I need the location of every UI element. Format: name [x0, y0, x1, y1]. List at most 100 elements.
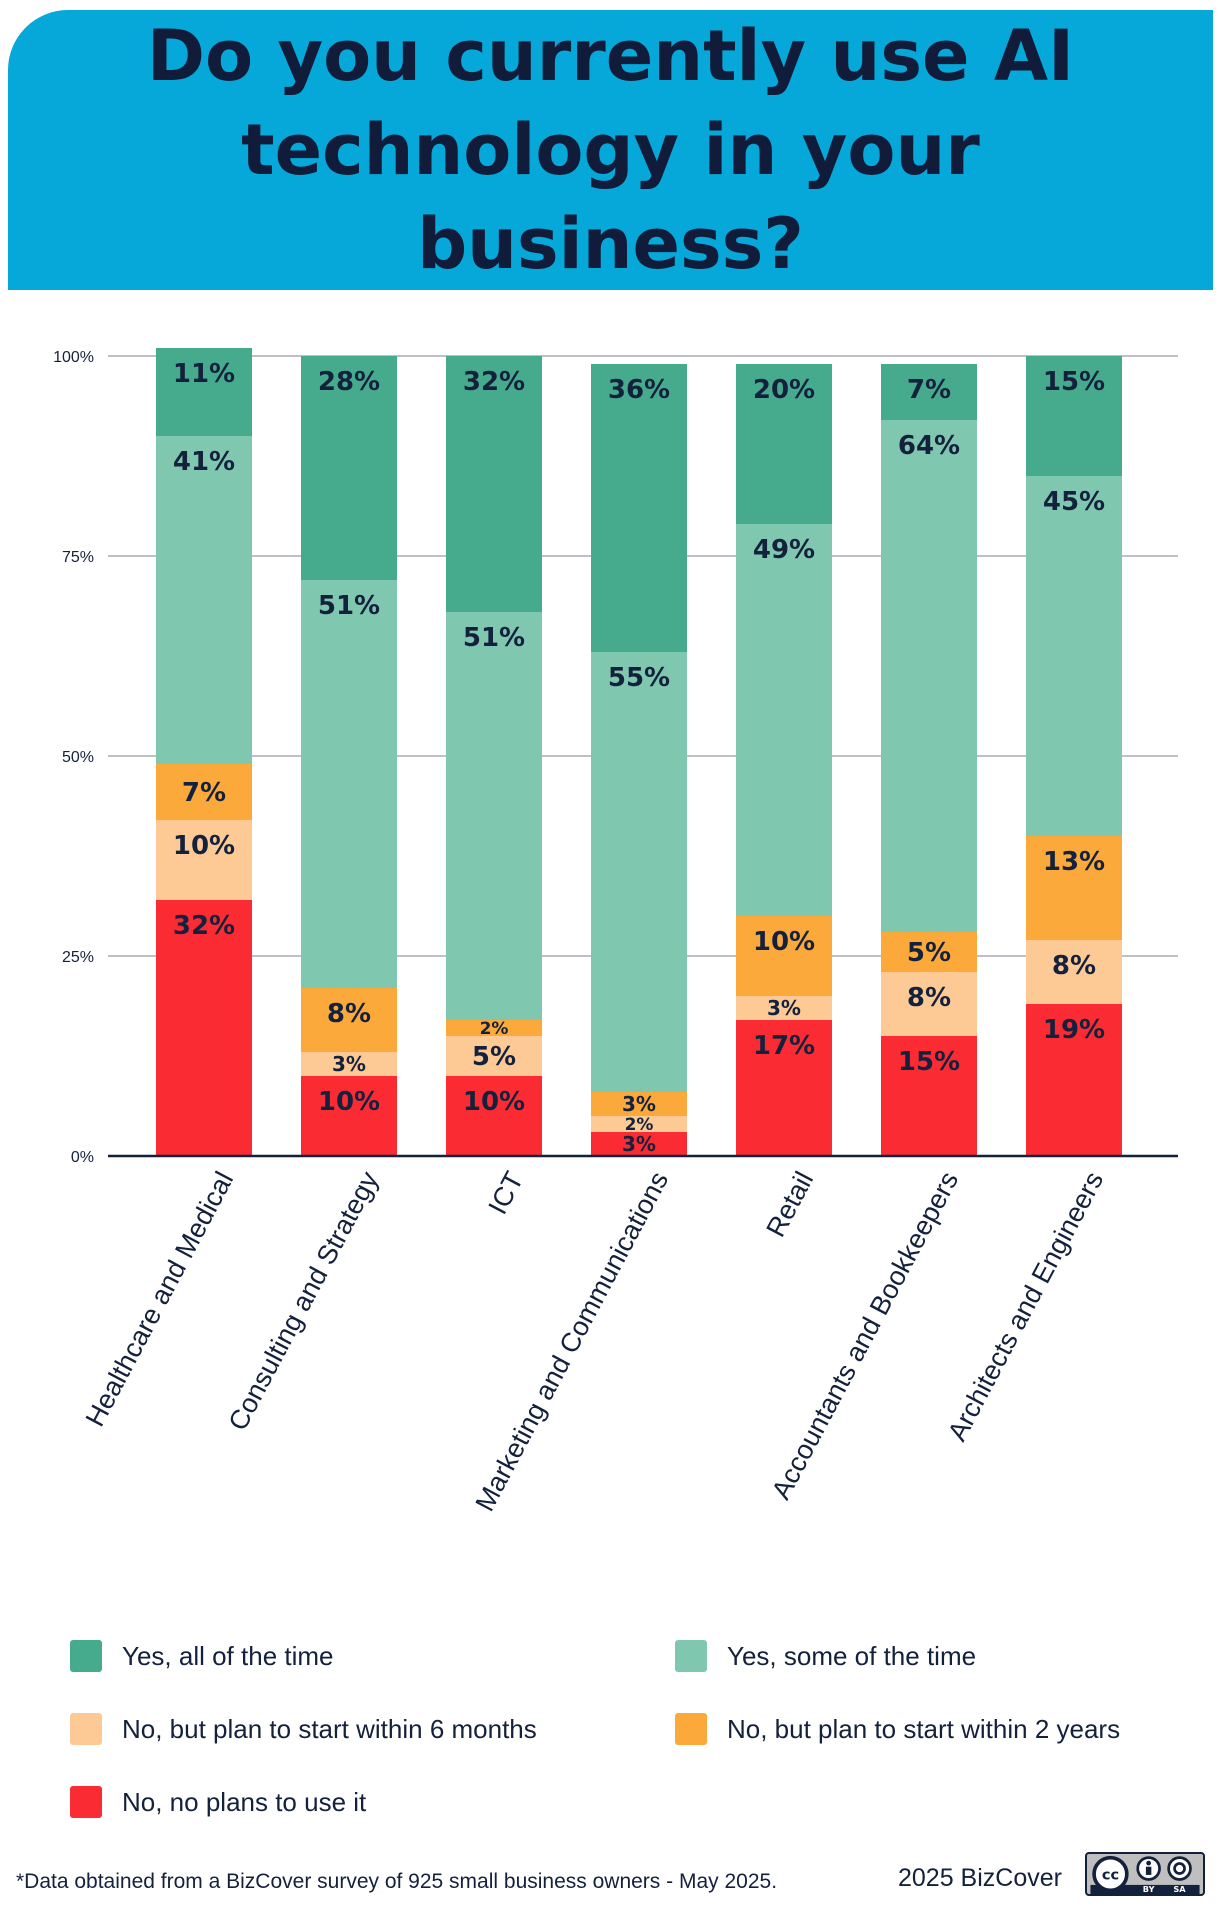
bar-segment: [446, 356, 542, 612]
bar-segment: [1026, 1004, 1122, 1156]
data-label: 15%: [898, 1047, 960, 1077]
x-category-label: Consulting and Strategy: [223, 1166, 385, 1435]
bar-segment: [591, 1132, 687, 1156]
bar-segment: [591, 652, 687, 1092]
data-label: 8%: [327, 999, 371, 1029]
legend-label-yes-all: Yes, all of the time: [122, 1640, 334, 1671]
data-label: 8%: [907, 983, 951, 1013]
legend-swatch-plan-2y: [675, 1713, 707, 1745]
bar-segment: [301, 988, 397, 1052]
bar-segment: [736, 364, 832, 524]
y-tick-label: 0%: [71, 1149, 94, 1166]
bar-segment: [156, 900, 252, 1156]
bar-segment: [591, 1092, 687, 1116]
data-label: 8%: [1052, 951, 1096, 981]
data-label: 13%: [1043, 847, 1105, 877]
by-attribution-icon: [1136, 1856, 1161, 1881]
data-label: 49%: [753, 535, 815, 565]
legend-label-plan-6m: No, but plan to start within 6 months: [122, 1713, 537, 1744]
y-tick-label: 25%: [62, 949, 94, 966]
data-label: 32%: [463, 367, 525, 397]
bar-segment: [881, 420, 977, 932]
footnote: *Data obtained from a BizCover survey of…: [16, 1870, 778, 1893]
legend-label-no-plans: No, no plans to use it: [122, 1786, 367, 1817]
bar-segment: [446, 612, 542, 1020]
bar-segment: [301, 356, 397, 580]
legend-item-plan-6m: No, but plan to start within 6 months: [70, 1713, 537, 1745]
bar-segment: [1026, 940, 1122, 1004]
legend-label-yes-some: Yes, some of the time: [727, 1640, 977, 1671]
svg-text:cc: cc: [1102, 1867, 1119, 1883]
bar-segment: [446, 1036, 542, 1076]
data-label: 7%: [907, 375, 951, 405]
data-label: 11%: [173, 359, 235, 389]
legend-item-yes-some: Yes, some of the time: [675, 1640, 976, 1672]
data-label: 64%: [898, 431, 960, 461]
bar-segment: [736, 524, 832, 916]
bar-segment: [156, 764, 252, 820]
data-label: 3%: [622, 1132, 656, 1156]
bar-segment: [1026, 836, 1122, 940]
legend-swatch-yes-some: [675, 1640, 707, 1672]
bar-segment: [736, 916, 832, 996]
bar-segment: [301, 580, 397, 988]
data-label: 3%: [767, 996, 801, 1020]
y-tick-label: 75%: [62, 549, 94, 566]
data-label: 2%: [480, 1019, 509, 1039]
data-label: 55%: [608, 663, 670, 693]
data-label: 36%: [608, 375, 670, 405]
bar-segment: [156, 820, 252, 900]
x-category-label: ICT: [482, 1167, 529, 1219]
bar-segment: [881, 364, 977, 420]
data-label: 19%: [1043, 1015, 1105, 1045]
chart-title: Do you currently use AI technology in yo…: [146, 15, 1075, 285]
legend-label-plan-2y: No, but plan to start within 2 years: [727, 1713, 1121, 1744]
x-category-label: Retail: [760, 1167, 819, 1242]
data-label: 28%: [318, 367, 380, 397]
data-label: 17%: [753, 1031, 815, 1061]
bar-segment: [1026, 476, 1122, 836]
data-label: 20%: [753, 375, 815, 405]
x-category-label: Healthcare and Medical: [80, 1167, 240, 1432]
cc-license-icon: cc BY SA: [1085, 1852, 1205, 1896]
data-label: 3%: [332, 1052, 366, 1076]
x-category-label: Architects and Engineers: [942, 1167, 1109, 1446]
data-label: 32%: [173, 911, 235, 941]
cc-logo-icon: cc: [1092, 1855, 1129, 1893]
data-label: 2%: [625, 1115, 654, 1135]
data-label: 51%: [318, 591, 380, 621]
y-tick-label: 50%: [62, 749, 94, 766]
data-label: 5%: [472, 1042, 516, 1072]
bar-segment: [156, 436, 252, 764]
legend-item-plan-2y: No, but plan to start within 2 years: [675, 1713, 1120, 1745]
title-banner: Do you currently use AI technology in yo…: [8, 10, 1213, 290]
license-sa-text: SA: [1173, 1884, 1186, 1894]
license-by-text: BY: [1143, 1884, 1155, 1894]
data-label: 10%: [463, 1087, 525, 1117]
legend-item-yes-all: Yes, all of the time: [70, 1640, 334, 1672]
bar-segment: [881, 932, 977, 972]
bar-segment: [301, 1076, 397, 1156]
bar-segment: [1026, 356, 1122, 476]
data-label: 5%: [907, 938, 951, 968]
bar-segment: [591, 1116, 687, 1132]
x-category-label: Marketing and Communications: [470, 1167, 675, 1516]
bar-segment: [156, 348, 252, 436]
bar-segment: [881, 972, 977, 1036]
data-label: 10%: [753, 927, 815, 957]
bar-segment: [881, 1036, 977, 1156]
legend-swatch-plan-6m: [70, 1713, 102, 1745]
legend-item-no-plans: No, no plans to use it: [70, 1786, 366, 1818]
bar-segment: [446, 1076, 542, 1156]
bar-segment: [736, 996, 832, 1020]
legend-swatch-yes-all: [70, 1640, 102, 1672]
data-label: 10%: [173, 831, 235, 861]
data-label: 15%: [1043, 367, 1105, 397]
data-label: 10%: [318, 1087, 380, 1117]
data-label: 51%: [463, 623, 525, 653]
y-tick-label: 100%: [53, 349, 94, 366]
bar-segment: [446, 1020, 542, 1036]
bar-segment: [736, 1020, 832, 1156]
